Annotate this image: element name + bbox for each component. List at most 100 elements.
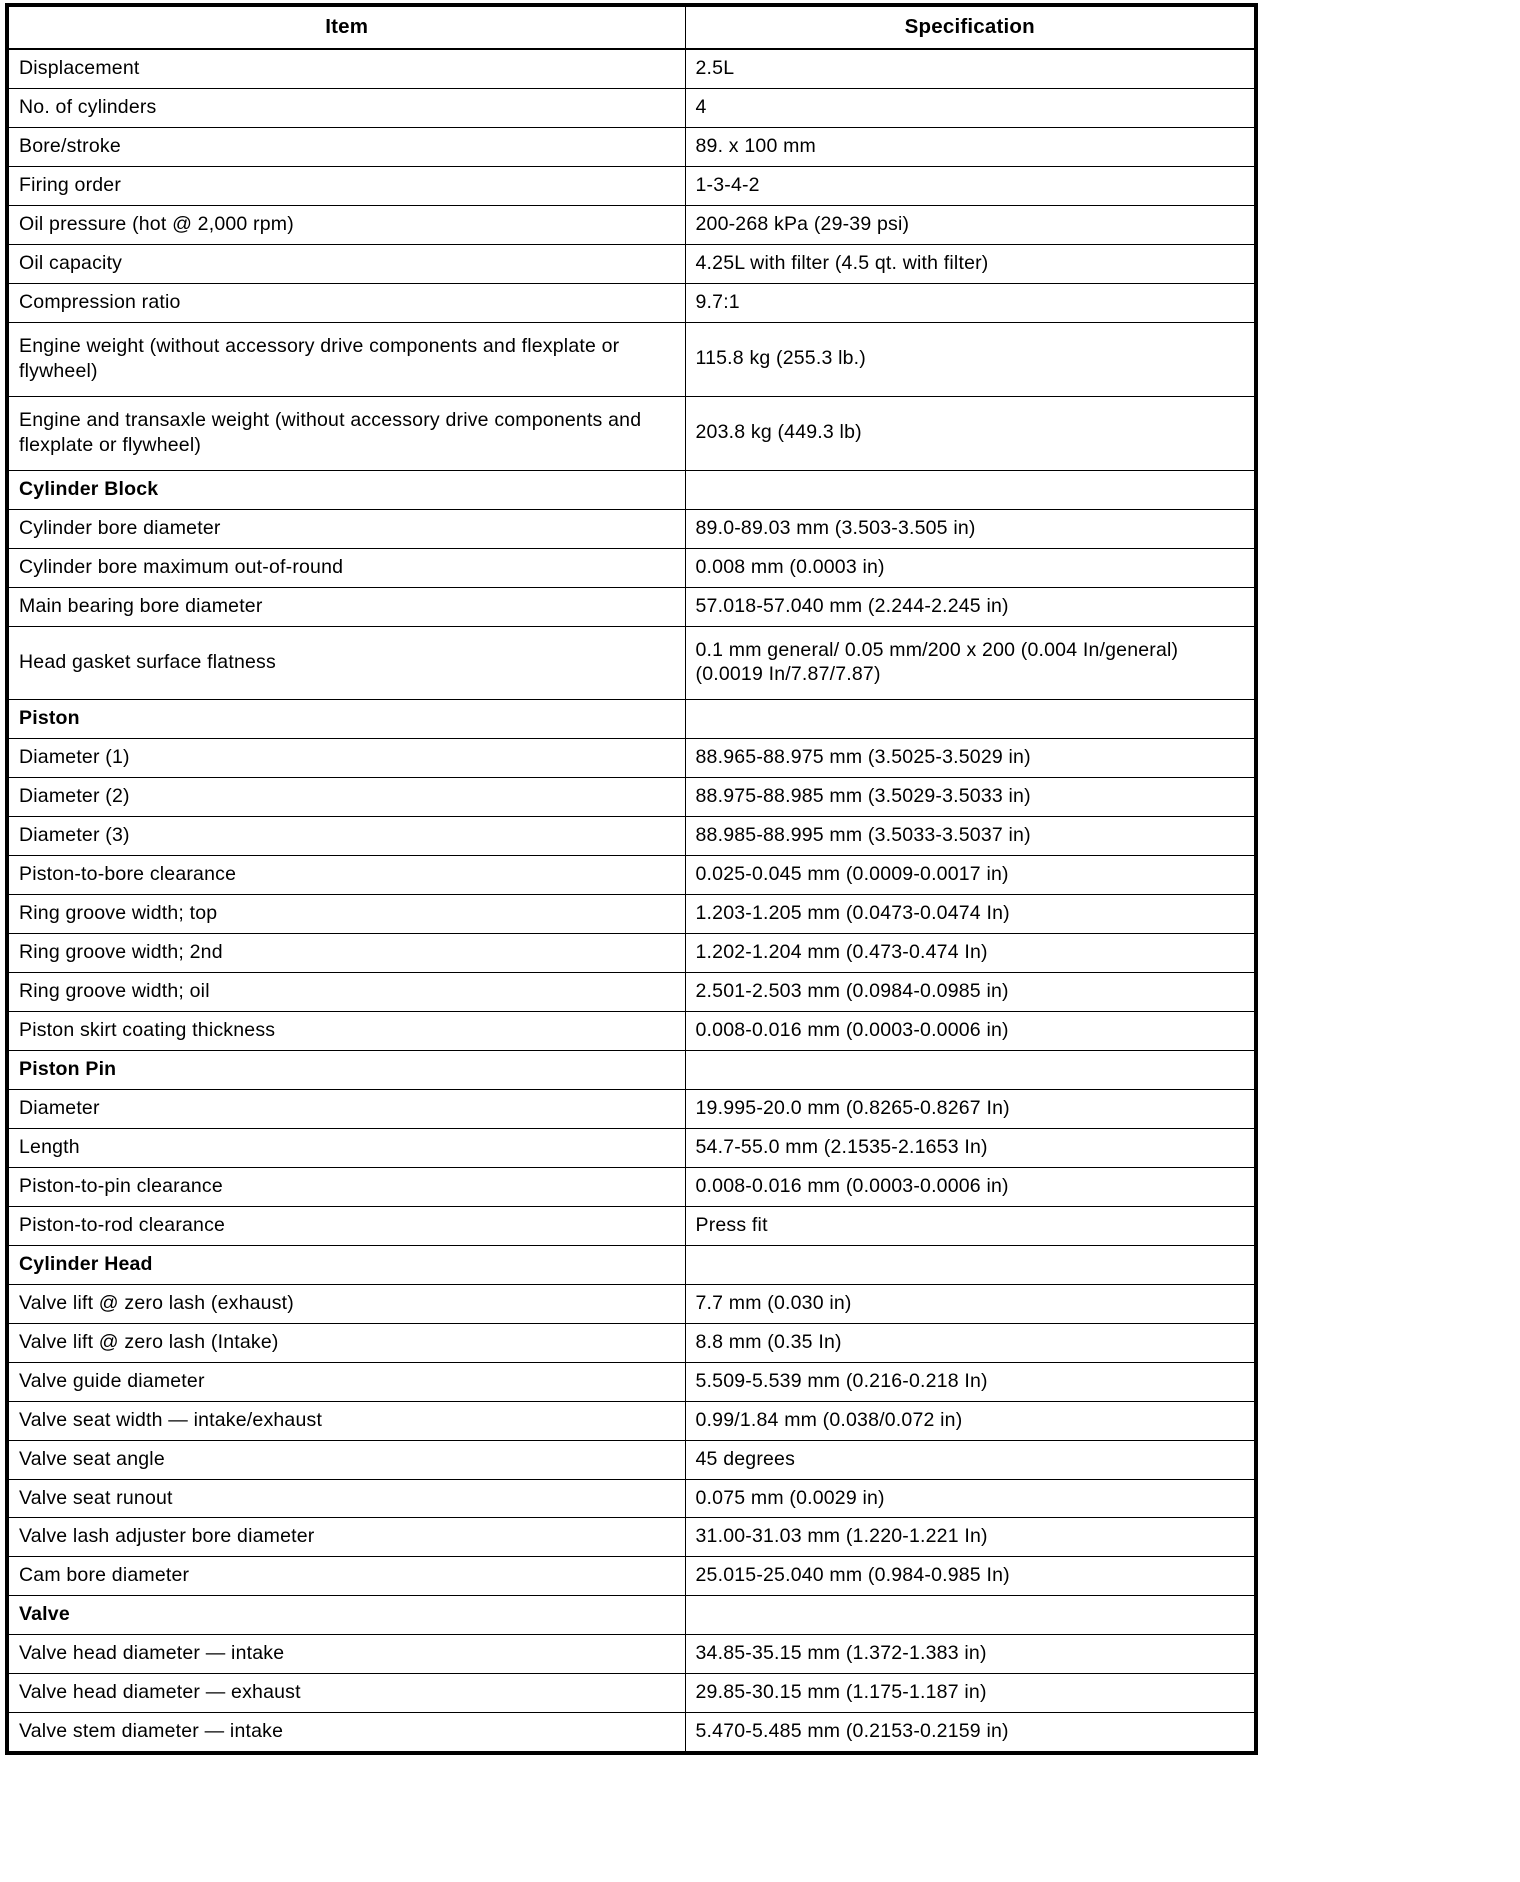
- specification-cell: 5.509-5.539 mm (0.216-0.218 In): [684, 1361, 1257, 1402]
- section-label: Cylinder Head: [6, 1244, 686, 1285]
- table-row: Piston skirt coating thickness 0.008-0.01…: [6, 1011, 1257, 1052]
- table-row: Ring groove width; 2nd 1.202-1.204 mm (0.…: [6, 933, 1257, 974]
- table-row: Cylinder bore diameter 89.0-89.03 mm (3.5…: [6, 508, 1257, 549]
- table-row: Ring groove width; top 1.203-1.205 mm (0.…: [6, 894, 1257, 935]
- specification-cell: 1.202-1.204 mm (0.473-0.474 In): [684, 933, 1257, 974]
- table-row: Valve head diameter — intake 34.85-35.15 …: [6, 1634, 1257, 1675]
- specification-cell: [684, 1595, 1257, 1636]
- item-cell: Oil capacity: [6, 244, 686, 284]
- specification-cell: 0.008-0.016 mm (0.0003-0.0006 in): [684, 1166, 1257, 1207]
- specification-cell: 89.0-89.03 mm (3.503-3.505 in): [684, 508, 1257, 549]
- column-header-specification: Specification: [684, 4, 1257, 51]
- item-cell: Valve lift @ zero lash (exhaust): [6, 1283, 686, 1324]
- specification-cell: 25.015-25.040 mm (0.984-0.985 In): [684, 1556, 1257, 1597]
- item-cell: Ring groove width; top: [6, 894, 686, 935]
- table-row: Valve seat runout 0.075 mm (0.0029 in): [6, 1478, 1257, 1519]
- item-cell: Piston-to-rod clearance: [6, 1205, 686, 1246]
- specification-cell: 29.85-30.15 mm (1.175-1.187 in): [684, 1673, 1257, 1714]
- table-row: Compression ratio 9.7:1: [6, 282, 1257, 323]
- item-cell: Length: [6, 1127, 686, 1168]
- table-header: Item Specification: [6, 4, 1257, 51]
- section-label: Cylinder Block: [6, 469, 686, 510]
- section-label: Valve: [6, 1595, 686, 1636]
- item-cell: Valve seat runout: [6, 1478, 686, 1519]
- specification-cell: 0.1 mm general/ 0.05 mm/200 x 200 (0.004…: [684, 625, 1257, 701]
- table-row: Engine and transaxle weight (without acc…: [6, 395, 1257, 471]
- table-row: Piston-to-pin clearance 0.008-0.016 mm (0…: [6, 1166, 1257, 1207]
- table-row: Ring groove width; oil 2.501-2.503 mm (0.…: [6, 972, 1257, 1013]
- specification-cell: 0.008-0.016 mm (0.0003-0.0006 in): [684, 1011, 1257, 1052]
- item-cell: Ring groove width; oil: [6, 972, 686, 1013]
- item-cell: Displacement: [6, 48, 686, 90]
- specification-cell: 7.7 mm (0.030 in): [684, 1283, 1257, 1324]
- section-header-row: Valve: [6, 1595, 1257, 1636]
- item-cell: Oil pressure (hot @ 2,000 rpm): [6, 205, 686, 245]
- section-label: Piston Pin: [6, 1050, 686, 1090]
- specification-cell: 19.995-20.0 mm (0.8265-0.8267 In): [684, 1088, 1257, 1129]
- item-cell: Valve guide diameter: [6, 1361, 686, 1402]
- specification-cell: 0.99/1.84 mm (0.038/0.072 in): [684, 1400, 1257, 1441]
- table-row: Valve seat width — intake/exhaust 0.99/1.…: [6, 1400, 1257, 1441]
- table-row: Main bearing bore diameter 57.018-57.040 …: [6, 586, 1257, 627]
- specification-cell: 2.501-2.503 mm (0.0984-0.0985 in): [684, 972, 1257, 1013]
- specification-cell: 0.008 mm (0.0003 in): [684, 547, 1257, 588]
- specification-cell: [684, 1244, 1257, 1285]
- table-row: Piston-to-bore clearance 0.025-0.045 mm (…: [6, 855, 1257, 896]
- specification-cell: 0.025-0.045 mm (0.0009-0.0017 in): [684, 855, 1257, 896]
- specification-cell: 4: [684, 88, 1257, 129]
- specification-cell: 9.7:1: [684, 282, 1257, 323]
- item-cell: Diameter (2): [6, 777, 686, 818]
- table-row: Valve guide diameter 5.509-5.539 mm (0.21…: [6, 1361, 1257, 1402]
- item-cell: Piston skirt coating thickness: [6, 1011, 686, 1052]
- table-row: Cylinder bore maximum out-of-round 0.008 …: [6, 547, 1257, 588]
- table-row: Valve stem diameter — intake 5.470-5.485 …: [6, 1712, 1257, 1754]
- item-cell: Valve lift @ zero lash (Intake): [6, 1322, 686, 1363]
- table-row: Valve lift @ zero lash (exhaust) 7.7 mm (…: [6, 1283, 1257, 1324]
- header-row: Item Specification: [6, 4, 1257, 51]
- item-cell: Piston-to-bore clearance: [6, 855, 686, 896]
- specification-cell: 0.075 mm (0.0029 in): [684, 1478, 1257, 1519]
- specification-cell: 203.8 kg (449.3 lb): [684, 395, 1257, 471]
- item-cell: Cylinder bore diameter: [6, 508, 686, 549]
- specification-cell: 31.00-31.03 mm (1.220-1.221 In): [684, 1517, 1257, 1558]
- item-cell: Engine and transaxle weight (without acc…: [6, 395, 686, 471]
- item-cell: Diameter: [6, 1088, 686, 1129]
- item-cell: Compression ratio: [6, 282, 686, 323]
- table-row: Valve lash adjuster bore diameter 31.00-3…: [6, 1517, 1257, 1558]
- item-cell: Valve head diameter — intake: [6, 1634, 686, 1675]
- item-cell: Valve stem diameter — intake: [6, 1712, 686, 1754]
- column-header-item: Item: [6, 4, 686, 51]
- specification-cell: 2.5L: [684, 48, 1257, 90]
- item-cell: Main bearing bore diameter: [6, 586, 686, 627]
- specification-cell: 1.203-1.205 mm (0.0473-0.0474 In): [684, 894, 1257, 935]
- specification-cell: 4.25L with filter (4.5 qt. with filter): [684, 244, 1257, 284]
- item-cell: No. of cylinders: [6, 88, 686, 129]
- table-row: No. of cylinders 4: [6, 88, 1257, 129]
- section-header-row: Cylinder Block: [6, 469, 1257, 510]
- item-cell: Bore/stroke: [6, 127, 686, 168]
- table-row: Valve lift @ zero lash (Intake) 8.8 mm (0…: [6, 1322, 1257, 1363]
- specification-cell: 45 degrees: [684, 1439, 1257, 1480]
- section-header-row: Cylinder Head: [6, 1244, 1257, 1285]
- section-header-row: Piston: [6, 699, 1257, 740]
- item-cell: Valve seat angle: [6, 1439, 686, 1480]
- specification-cell: 54.7-55.0 mm (2.1535-2.1653 In): [684, 1127, 1257, 1168]
- table-row: Head gasket surface flatness 0.1 mm gener…: [6, 625, 1257, 701]
- table-row: Displacement 2.5L: [6, 48, 1257, 90]
- specification-cell: 88.975-88.985 mm (3.5029-3.5033 in): [684, 777, 1257, 818]
- specification-table-container: Item Specification Displacement 2.5L No. o…: [5, 3, 1258, 1756]
- specification-cell: 1-3-4-2: [684, 166, 1257, 207]
- item-cell: Valve seat width — intake/exhaust: [6, 1400, 686, 1441]
- item-cell: Cylinder bore maximum out-of-round: [6, 547, 686, 588]
- table-body: Displacement 2.5L No. of cylinders 4 Bore/st…: [6, 48, 1257, 1754]
- item-cell: Valve head diameter — exhaust: [6, 1673, 686, 1714]
- specification-cell: 115.8 kg (255.3 lb.): [684, 321, 1257, 397]
- item-cell: Head gasket surface flatness: [6, 625, 686, 701]
- specification-cell: 8.8 mm (0.35 In): [684, 1322, 1257, 1363]
- table-row: Piston-to-rod clearance Press fit: [6, 1205, 1257, 1246]
- table-row: Diameter (1) 88.965-88.975 mm (3.5025-3.5…: [6, 738, 1257, 779]
- table-row: Valve seat angle 45 degrees: [6, 1439, 1257, 1480]
- specification-cell: 89. x 100 mm: [684, 127, 1257, 168]
- item-cell: Diameter (1): [6, 738, 686, 779]
